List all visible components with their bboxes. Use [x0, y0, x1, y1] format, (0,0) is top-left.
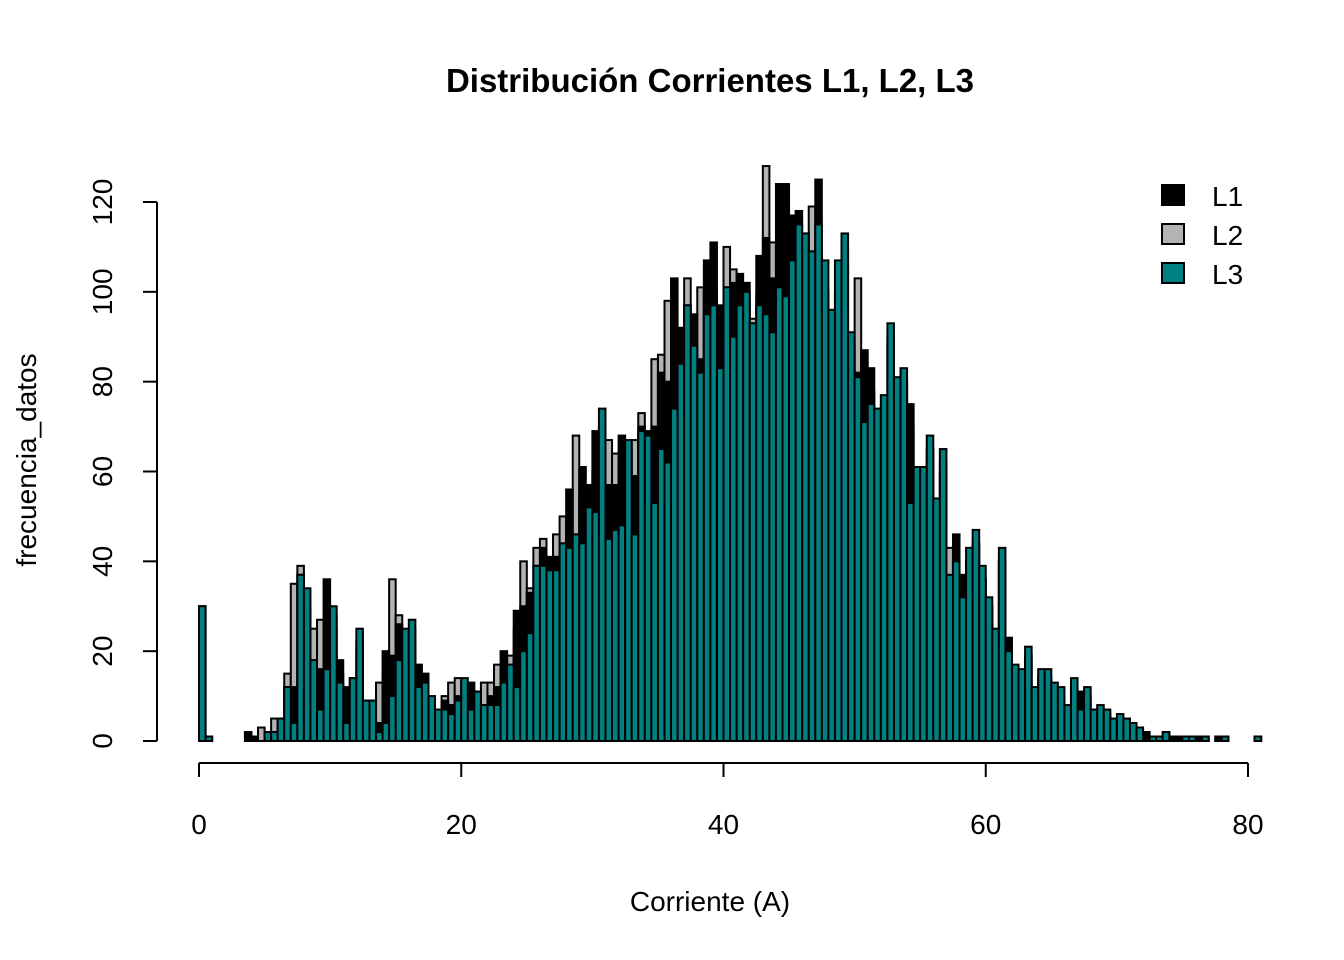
bar-l3 [355, 627, 364, 742]
bar-l3 [1135, 726, 1145, 743]
x-axis: 0 20 40 60 80 [191, 762, 1264, 840]
y-tick-label: 0 [87, 733, 118, 749]
x-tick-label: 60 [970, 809, 1001, 840]
bar-l3 [335, 681, 345, 743]
bar-l3 [1253, 735, 1263, 743]
x-tick-label: 0 [191, 809, 207, 840]
y-tick-label: 100 [87, 268, 118, 315]
x-tick-label: 80 [1232, 809, 1263, 840]
bar-l3 [1201, 735, 1210, 743]
bar-l3 [1161, 731, 1171, 742]
bar-l3 [204, 735, 214, 743]
legend-swatch-l3 [1161, 262, 1185, 284]
bar-l3 [1187, 735, 1197, 743]
bar-l3 [198, 605, 207, 742]
legend-label-l1: L1 [1212, 181, 1243, 212]
legend-label-l2: L2 [1212, 220, 1243, 251]
legend-swatch-l2 [1161, 223, 1185, 245]
bar-l3 [1220, 735, 1230, 743]
y-tick-label: 40 [87, 546, 118, 577]
bar-l3 [283, 686, 292, 742]
bar-l1 [250, 735, 260, 743]
bar-l3 [368, 699, 378, 743]
x-tick-label: 20 [446, 809, 477, 840]
x-axis-title: Corriente (A) [630, 886, 790, 917]
y-axis-title: frecuencia_datos [11, 353, 42, 566]
bar-l3 [407, 618, 417, 742]
chart-title: Distribución Corrientes L1, L2, L3 [446, 62, 974, 99]
legend: L1 L2 L3 [1161, 181, 1243, 290]
bar-l3 [329, 605, 338, 742]
y-tick-label: 20 [87, 636, 118, 667]
bar-l3 [309, 659, 319, 743]
legend-swatch-l1 [1161, 184, 1185, 206]
y-tick-label: 60 [87, 456, 118, 487]
legend-label-l3: L3 [1212, 259, 1243, 290]
bars-layer [198, 165, 1263, 743]
bar-l3 [997, 546, 1007, 742]
y-axis: 0 20 40 60 80 100 120 [87, 179, 158, 749]
x-tick-label: 40 [708, 809, 739, 840]
y-tick-label: 80 [87, 366, 118, 397]
y-tick-label: 120 [87, 179, 118, 226]
